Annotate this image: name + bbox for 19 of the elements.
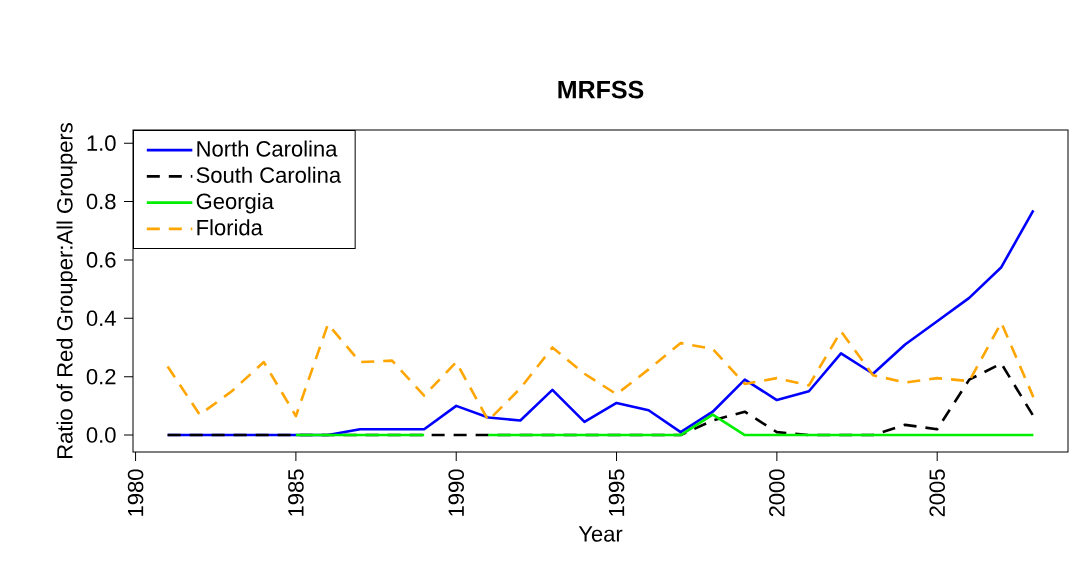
y-tick-label: 0.6 (86, 252, 116, 268)
x-tick-label: 1995 (608, 469, 625, 516)
legend-label: Florida (197, 219, 263, 236)
x-tick-label: 1980 (127, 469, 144, 516)
x-axis-title: Year (578, 526, 623, 542)
y-tick-label: 0.8 (86, 193, 116, 210)
y-tick-label: 0.4 (86, 310, 116, 327)
x-tick-label: 1985 (288, 469, 304, 516)
legend-label: South Carolina (196, 166, 342, 183)
y-tick-label: 0.2 (86, 368, 116, 385)
y-axis-title: Ratio of Red Grouper:All Groupers (56, 123, 78, 458)
legend-label: North Carolina (197, 140, 338, 157)
legend-label: Georgia (196, 192, 274, 214)
chart-title: MRFSS (558, 80, 644, 99)
y-tick-label: 0.0 (86, 427, 116, 443)
x-tick-label: 2000 (769, 469, 785, 517)
x-tick-label: 2005 (929, 469, 945, 517)
x-tick-label: 1990 (448, 469, 465, 516)
y-tick-label: 1.0 (87, 135, 116, 151)
